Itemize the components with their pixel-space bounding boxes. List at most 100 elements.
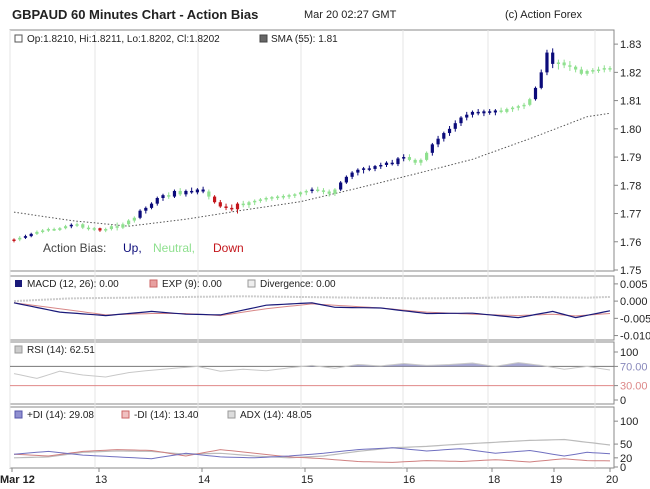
- candle: [23, 234, 28, 239]
- candle: [69, 223, 73, 229]
- candle-body: [23, 236, 28, 238]
- candle: [562, 59, 566, 69]
- ohlc-legend: Op:1.8210, Hi:1.8211, Lo:1.8202, Cl:1.82…: [27, 34, 220, 45]
- candle: [321, 188, 326, 195]
- candle-body: [339, 182, 343, 190]
- candle: [115, 222, 119, 231]
- candle: [361, 166, 366, 174]
- candle: [207, 189, 211, 200]
- x-tick-label: 14: [198, 474, 210, 486]
- candle-body: [201, 189, 205, 192]
- candle-body: [608, 68, 612, 70]
- candle-body: [293, 194, 297, 196]
- candle: [270, 196, 274, 201]
- candle-body: [184, 190, 188, 195]
- candle-body: [545, 52, 549, 73]
- candle: [218, 199, 222, 208]
- candle: [12, 238, 16, 243]
- candle: [253, 199, 257, 206]
- candle: [551, 48, 555, 69]
- adx-tick-label: 100: [620, 416, 638, 428]
- rsi-line: [13, 362, 611, 379]
- candle: [499, 107, 503, 114]
- candle-body: [510, 107, 515, 110]
- candle: [298, 191, 303, 197]
- candle: [52, 227, 56, 232]
- candle: [344, 175, 348, 184]
- candle-body: [327, 191, 331, 194]
- candle: [18, 236, 22, 242]
- candle: [465, 111, 469, 121]
- candle-body: [75, 224, 79, 226]
- macd-line: [13, 302, 611, 319]
- candle-body: [304, 190, 308, 193]
- plus-di-line: [13, 447, 611, 460]
- candle-body: [247, 202, 251, 206]
- candle-body: [109, 226, 114, 230]
- candle: [281, 194, 285, 200]
- chart-date: Mar 20 02:27 GMT: [304, 9, 397, 21]
- candle-body: [207, 191, 211, 197]
- candle-body: [396, 158, 400, 165]
- candle: [608, 66, 612, 72]
- candle: [293, 193, 297, 198]
- candle: [155, 196, 159, 206]
- candle-body: [58, 228, 62, 230]
- candle: [591, 68, 595, 74]
- candle-body: [167, 195, 171, 197]
- candle: [247, 200, 251, 208]
- candle: [539, 69, 543, 90]
- candle: [390, 159, 394, 166]
- candle: [63, 224, 68, 230]
- candle-body: [402, 157, 406, 159]
- price-tick-label: 1.81: [620, 96, 641, 108]
- candle-body: [379, 164, 383, 167]
- plus-di-legend-swatch: [14, 410, 23, 419]
- candle-body: [127, 220, 131, 225]
- candle-body: [92, 228, 96, 230]
- price-tick-label: 1.80: [620, 124, 641, 136]
- macd-legend-swatch: [15, 280, 22, 287]
- action-bias-up: Up,: [123, 241, 142, 255]
- macd-tick-label: -0.010: [620, 331, 650, 343]
- candle: [442, 131, 446, 142]
- chart-title: GBPAUD 60 Minutes Chart - Action Bias: [12, 7, 259, 22]
- candle: [109, 224, 114, 231]
- candle-body: [476, 111, 480, 114]
- candle-body: [539, 72, 543, 88]
- minus-di-legend: -DI (14): 13.40: [134, 410, 199, 421]
- candle-body: [568, 65, 572, 67]
- candle: [339, 181, 343, 191]
- candle: [510, 106, 515, 112]
- candle: [304, 189, 308, 196]
- action-bias-label: Action Bias:: [43, 241, 106, 255]
- price-tick-label: 1.77: [620, 209, 641, 221]
- candle: [81, 223, 85, 230]
- candle: [149, 202, 154, 210]
- minus-di-legend-swatch: [121, 410, 130, 419]
- candle: [453, 120, 457, 132]
- candle-body: [195, 189, 199, 193]
- macd-tick-label: 0.005: [620, 279, 648, 291]
- candle-body: [528, 99, 532, 105]
- candle: [167, 192, 171, 199]
- rsi-overbought-fill: [14, 362, 610, 367]
- candle: [585, 69, 589, 76]
- candle-body: [562, 62, 566, 66]
- candle-body: [224, 206, 228, 208]
- candle: [41, 229, 45, 234]
- candle: [379, 162, 383, 169]
- candle-body: [333, 189, 337, 194]
- candle: [235, 202, 240, 214]
- candle-body: [121, 224, 125, 228]
- chart-copyright: (c) Action Forex: [505, 9, 583, 21]
- candle-body: [29, 233, 33, 237]
- candle-body: [556, 62, 561, 64]
- candle-body: [161, 195, 165, 198]
- candle-body: [321, 190, 326, 192]
- candle-body: [419, 159, 423, 163]
- candle: [201, 186, 205, 194]
- adx-legend-swatch: [227, 410, 236, 419]
- candle-body: [447, 128, 452, 134]
- candle-body: [86, 227, 91, 230]
